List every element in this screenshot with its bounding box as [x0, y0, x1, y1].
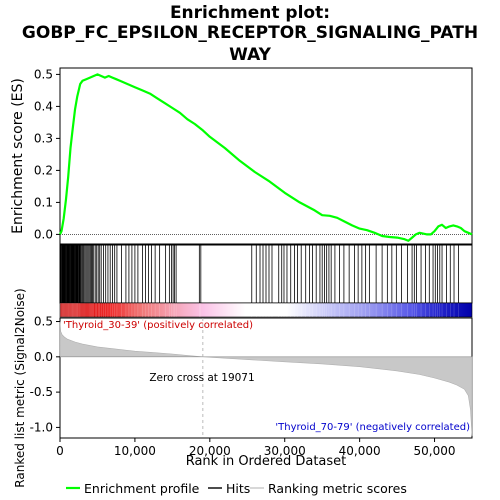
- x-tick-label: 10,000: [114, 444, 156, 458]
- positive-class-annotation: 'Thyroid_30-39' (positively correlated): [63, 320, 253, 331]
- es-y-tick-label: 0.2: [34, 163, 53, 177]
- chart-title-line-2: GOBP_FC_EPSILON_RECEPTOR_SIGNALING_PATH: [21, 23, 479, 43]
- chart-title-line-3: WAY: [229, 45, 271, 65]
- x-tick-label: 40,000: [339, 444, 381, 458]
- zero-cross-annotation: Zero cross at 19071: [149, 372, 254, 384]
- negative-class-annotation: 'Thyroid_70-79' (negatively correlated): [275, 422, 470, 433]
- es-y-tick-label: 0.0: [34, 227, 53, 241]
- x-axis-label: Rank in Ordered Dataset: [186, 454, 347, 469]
- chart-title-line-1: Enrichment plot:: [169, 3, 331, 23]
- metric-y-tick-label: 0.0: [34, 350, 53, 364]
- legend-hits-label: Hits: [226, 481, 250, 496]
- x-tick-label: 30,000: [264, 444, 306, 458]
- metric-y-tick-label: -1.0: [30, 420, 53, 434]
- metric-y-tick-label: -0.5: [30, 385, 53, 399]
- es-y-axis-label: Enrichment score (ES): [10, 78, 26, 234]
- es-y-tick-label: 0.5: [34, 67, 53, 81]
- es-y-tick-label: 0.4: [34, 99, 53, 113]
- metric-y-tick-label: 0.5: [34, 315, 53, 329]
- es-y-tick-label: 0.3: [34, 131, 53, 145]
- es-panel-frame: [59, 67, 473, 245]
- legend-es-label: Enrichment profile: [84, 481, 200, 496]
- metric-y-axis-label: Ranked list metric (Signal2Noise): [13, 288, 27, 487]
- es-y-tick-label: 0.1: [34, 195, 53, 209]
- x-tick-label: 50,000: [414, 444, 456, 458]
- metric-panel-frame: [59, 317, 473, 439]
- x-tick-label: 20,000: [189, 444, 231, 458]
- legend-metric-label: Ranking metric scores: [268, 481, 407, 496]
- metric-area: [59, 321, 473, 436]
- es-series-line: [59, 73, 473, 242]
- x-tick-label: 0: [56, 444, 64, 458]
